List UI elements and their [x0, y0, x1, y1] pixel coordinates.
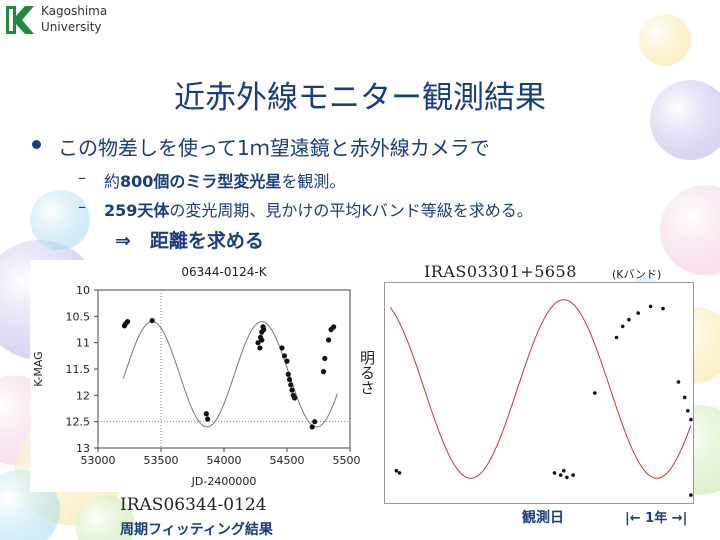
- x-tick-label: 54500: [270, 454, 305, 467]
- data-point: [686, 409, 690, 413]
- data-point: [689, 493, 693, 497]
- data-point: [627, 317, 631, 322]
- fit-curve: [122, 321, 338, 428]
- right-chart-ylabel: 明るさ: [358, 350, 376, 395]
- data-point: [320, 369, 327, 375]
- sub-bullet-1: 約800個のミラ型変光星を観測。: [104, 168, 345, 192]
- data-point: [614, 335, 619, 340]
- right-chart-label: IRAS03301+5658: [424, 262, 577, 281]
- data-point: [281, 353, 288, 359]
- logo-text-line2: University: [41, 20, 102, 34]
- right-chart-xlabel: 観測日: [522, 510, 564, 526]
- bubble: [660, 185, 720, 275]
- data-point: [288, 382, 294, 388]
- sub1-suffix: を観測。: [281, 172, 346, 191]
- sub-dash: –: [78, 168, 86, 187]
- data-point: [325, 337, 332, 343]
- bullet-main: この物差しを使って1ｍ望遠鏡と赤外線カメラで: [58, 136, 490, 160]
- x-axis-label: JD-2400000: [191, 475, 257, 488]
- bubble: [75, 495, 135, 540]
- data-point: [593, 391, 597, 395]
- sub2-suffix: の変光周期、見かけの平均Kバンド等級を求める。: [169, 201, 533, 220]
- bullet-dot: [32, 140, 41, 149]
- right-chart-period: |← 1年 →|: [625, 511, 688, 526]
- y-tick-label: 12: [76, 389, 90, 402]
- data-point: [257, 345, 263, 351]
- data-point: [661, 306, 665, 311]
- chart-frame: [384, 282, 694, 504]
- data-point: [259, 337, 265, 343]
- slide-title: 近赤外線モニター観測結果: [174, 80, 546, 116]
- sub1-bold: 800個のミラ型変光星: [120, 172, 282, 191]
- sub1-prefix: 約: [104, 172, 121, 191]
- data-point: [203, 411, 209, 417]
- chart-background: [30, 260, 360, 492]
- y-tick-label: 11: [76, 337, 90, 350]
- data-point: [322, 355, 328, 362]
- data-point: [397, 471, 402, 475]
- data-point: [676, 380, 681, 384]
- result-text: ⇒ 距離を求める: [115, 230, 264, 252]
- data-point: [284, 358, 290, 364]
- data-point: [636, 311, 640, 315]
- data-point: [289, 387, 295, 393]
- data-point: [565, 475, 569, 480]
- data-point: [682, 395, 687, 400]
- x-tick-label: 54000: [207, 454, 242, 467]
- x-tick-label: 53000: [81, 454, 116, 467]
- data-point: [149, 317, 155, 324]
- data-point: [394, 468, 399, 473]
- data-point: [125, 319, 131, 325]
- data-point: [279, 345, 285, 351]
- left-light-curve-chart: 06344-0124-K 53000 53500 54000 54500 55000 10 1…: [30, 260, 360, 492]
- data-point: [285, 371, 291, 377]
- data-point: [648, 304, 653, 309]
- x-tick-label: 53500: [144, 454, 179, 467]
- data-point: [205, 416, 211, 422]
- y-axis-label: K-MAG: [32, 351, 45, 386]
- bubble: [639, 14, 691, 66]
- logo-text-line1: Kagoshima: [41, 4, 108, 18]
- y-tick-label: 11.5: [66, 363, 91, 376]
- data-point: [562, 468, 566, 473]
- data-point: [620, 324, 625, 329]
- y-tick-label: 13: [76, 442, 90, 455]
- data-point: [255, 340, 261, 346]
- y-tick-label: 10: [76, 284, 90, 297]
- data-point: [552, 471, 557, 475]
- x-tick-label: 55000: [333, 454, 361, 467]
- data-point: [291, 395, 298, 401]
- bubble: [650, 80, 720, 160]
- data-point: [261, 326, 267, 333]
- university-logo-icon: [3, 3, 37, 37]
- data-point: [309, 424, 315, 430]
- right-light-curve-chart: [384, 282, 694, 504]
- left-chart-subcaption: 周期フィッティング結果: [120, 522, 273, 538]
- right-chart-band: (Kバンド): [612, 268, 662, 281]
- data-point: [571, 473, 575, 477]
- sub-dash: –: [78, 197, 86, 216]
- data-point: [286, 376, 293, 383]
- fit-curve: [389, 299, 692, 479]
- y-tick-label: 12.5: [66, 416, 91, 429]
- data-point: [689, 417, 693, 422]
- y-tick-label: 10.5: [66, 310, 91, 323]
- sub2-bold: 259天体: [104, 201, 170, 220]
- sub-bullet-2: 259天体の変光周期、見かけの平均Kバンド等級を求める。: [104, 197, 533, 221]
- left-chart-caption: IRAS06344-0124: [120, 495, 267, 515]
- bubble: [30, 190, 90, 250]
- data-point: [331, 324, 337, 330]
- left-chart-title: 06344-0124-K: [181, 265, 267, 279]
- data-point: [312, 419, 318, 425]
- data-point: [558, 473, 563, 477]
